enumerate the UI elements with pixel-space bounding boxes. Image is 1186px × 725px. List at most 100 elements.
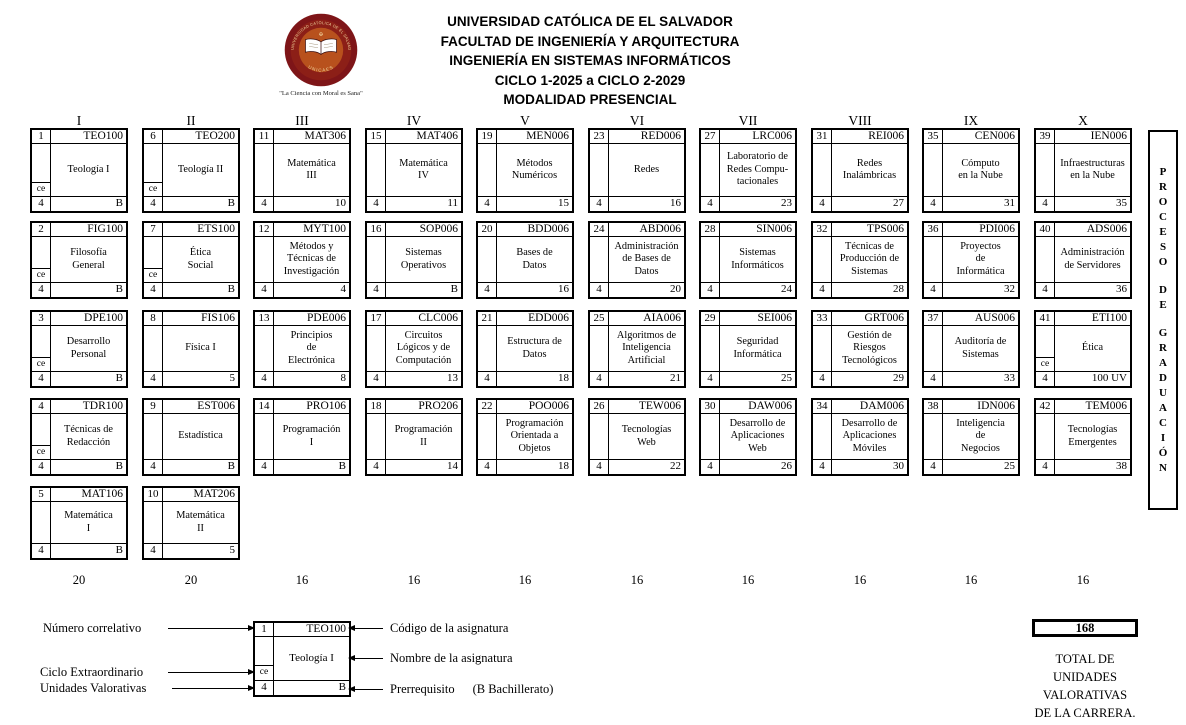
course-code: EST006 (163, 400, 238, 414)
arrow-right-icon (168, 668, 255, 675)
course-left-spacer (1036, 326, 1055, 357)
course-left-spacer (813, 144, 832, 182)
course-prerequisite: 100 UV (1055, 371, 1130, 386)
course-code: DAM006 (832, 400, 907, 414)
course-name: Gestión de Riesgos Tecnológicos (842, 329, 897, 366)
course-name: Algoritmos de Inteligencia Artificial (616, 329, 677, 366)
course-left-spacer (144, 326, 163, 357)
course-number: 7 (144, 223, 163, 237)
course-number: 19 (478, 130, 497, 144)
course-box: 28 SIN006 Sistemas Informáticos 4 24 (699, 221, 797, 299)
course-box: 26 TEW006 Tecnologías Web 4 22 (588, 398, 686, 476)
course-box: 35 CEN006 Cómputo en la Nube 4 31 (922, 128, 1020, 213)
strip-letter: O (1158, 255, 1168, 268)
strip-letter: R (1159, 180, 1167, 193)
cycle-numeral: VII (738, 113, 758, 128)
course-name: Matemática II (176, 510, 225, 534)
strip-letter: S (1159, 240, 1167, 253)
faculty-name: FACULTAD DE INGENIERÍA Y ARQUITECTURA (440, 33, 740, 49)
course-box: 5 MAT106 Matemática I 4 B (30, 486, 128, 560)
ciclo-extraordinario-mark (478, 182, 497, 196)
course-number: 11 (255, 130, 274, 144)
cycle-total-uv: 16 (630, 573, 644, 587)
cycle-numeral: III (295, 113, 309, 128)
course-box: 40 ADS006 Administración de Servidores 4… (1034, 221, 1132, 299)
course-prerequisite: B (163, 282, 238, 297)
ciclo-extraordinario-mark: ce (32, 357, 51, 371)
ciclo-extraordinario-mark (701, 357, 720, 371)
course-name: Administración de Servidores (1060, 247, 1125, 271)
course-prerequisite: B (51, 543, 126, 558)
strip-letter: P (1159, 165, 1167, 178)
course-code: MAT206 (163, 488, 238, 502)
course-name: Laboratorio de Redes Compu- tacionales (726, 151, 789, 188)
course-number: 9 (144, 400, 163, 414)
course-units: 4 (32, 459, 51, 474)
course-box: 18 PRO206 Programación II 4 14 (365, 398, 463, 476)
course-box: 36 PDI006 Proyectos de Informática 4 32 (922, 221, 1020, 299)
course-box: 39 IEN006 Infraestructuras en la Nube 4 … (1034, 128, 1132, 213)
modality: MODALIDAD PRESENCIAL (503, 92, 677, 107)
cycle-numeral: II (186, 113, 196, 128)
cycle-column-VI: VI 23 RED006 Redes 4 16 24 ABD006 Admini… (588, 113, 686, 565)
course-number: 20 (478, 223, 497, 237)
course-name: Redes (633, 163, 660, 175)
course-prerequisite: 15 (497, 196, 572, 211)
course-code: TEO100 (274, 623, 349, 637)
course-units: 4 (478, 282, 497, 297)
course-code: MAT106 (51, 488, 126, 502)
course-units: 4 (367, 459, 386, 474)
course-box: 20 BDD006 Bases de Datos 4 16 (476, 221, 574, 299)
course-prerequisite: B (51, 371, 126, 386)
course-units: 4 (32, 282, 51, 297)
course-units: 4 (367, 371, 386, 386)
course-units: 4 (924, 282, 943, 297)
ciclo-extraordinario-mark (1036, 182, 1055, 196)
course-box: 37 AUS006 Auditoría de Sistemas 4 33 (922, 310, 1020, 388)
course-box: 15 MAT406 Matemática IV 4 11 (365, 128, 463, 213)
course-units: 4 (1036, 196, 1055, 211)
course-code: POO006 (497, 400, 572, 414)
course-units: 4 (924, 371, 943, 386)
course-prerequisite: 33 (943, 371, 1018, 386)
course-left-spacer (590, 414, 609, 445)
course-name: Técnicas de Redacción (64, 424, 113, 448)
course-number: 42 (1036, 400, 1055, 414)
course-prerequisite: 21 (609, 371, 684, 386)
ciclo-extraordinario-mark (924, 268, 943, 282)
course-left-spacer (590, 144, 609, 182)
ciclo-extraordinario-mark (924, 357, 943, 371)
course-number: 22 (478, 400, 497, 414)
unicaes-seal-logo: UNIVERSIDAD CATOLICA DE EL SALVADOR UNIC… (282, 10, 358, 87)
course-units: 4 (32, 196, 51, 211)
course-left-spacer (32, 326, 51, 357)
course-box: 14 PRO106 Programación I 4 B (253, 398, 351, 476)
course-number: 40 (1036, 223, 1055, 237)
course-left-spacer (367, 326, 386, 357)
course-prerequisite: B (386, 282, 461, 297)
course-left-spacer (1036, 414, 1055, 445)
course-prerequisite: 16 (609, 196, 684, 211)
course-prerequisite: 25 (943, 459, 1018, 474)
course-number: 29 (701, 312, 720, 326)
course-units: 4 (144, 282, 163, 297)
course-units: 4 (32, 371, 51, 386)
ciclo-extraordinario-mark (144, 445, 163, 459)
course-name: Tecnologías Web (621, 424, 672, 448)
course-left-spacer (255, 237, 274, 268)
course-box: 24 ABD006 Administración de Bases de Dat… (588, 221, 686, 299)
course-units: 4 (701, 282, 720, 297)
cycle-totals-row: 20 20 16 16 16 16 16 16 16 16 (30, 573, 1160, 591)
course-name: Inteligencia de Negocios (956, 417, 1005, 454)
header-title-block: UNIVERSIDAD CATÓLICA DE EL SALVADOR FACU… (360, 12, 820, 110)
course-name: Programación I (282, 424, 341, 448)
strip-letter: O (1158, 195, 1168, 208)
course-prerequisite: 29 (832, 371, 907, 386)
course-left-spacer (32, 502, 51, 529)
course-code: TEO200 (163, 130, 238, 144)
course-prerequisite: 5 (163, 371, 238, 386)
course-code: TPS006 (832, 223, 907, 237)
course-name: Cómputo en la Nube (958, 157, 1003, 182)
strip-letter: I (1160, 431, 1166, 444)
course-box: 1 TEO100 ce Teología I 4 B (30, 128, 128, 213)
